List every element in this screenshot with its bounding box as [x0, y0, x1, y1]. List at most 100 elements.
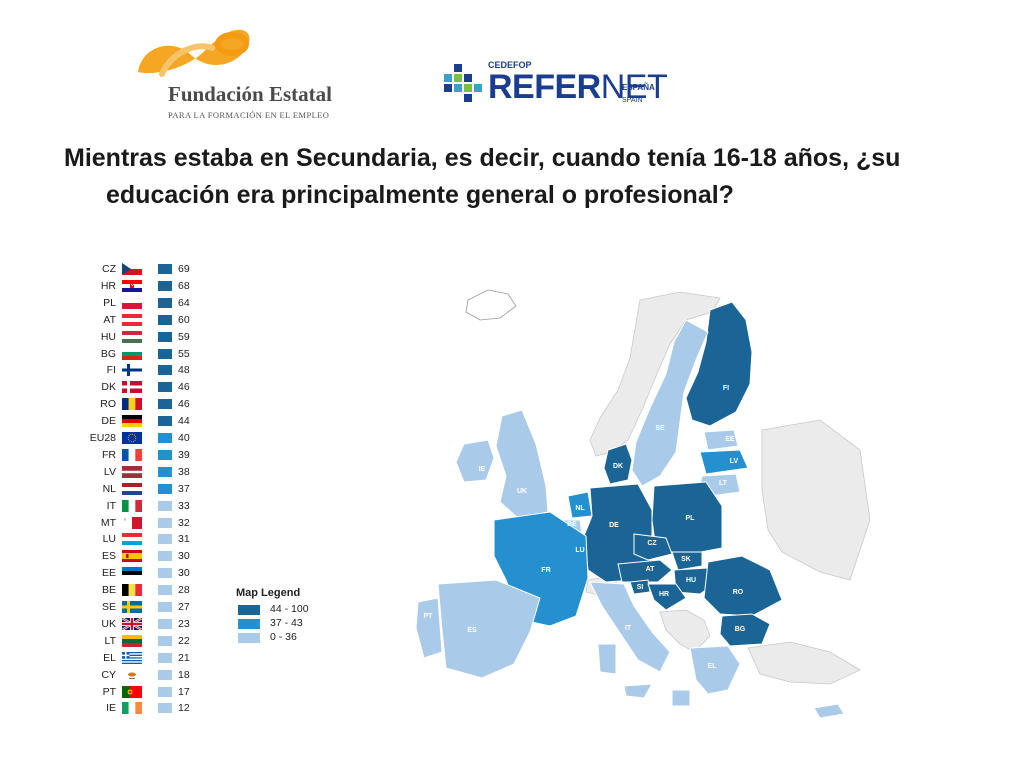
ranking-country-code: NL [102, 482, 116, 495]
ranking-country-code: DE [101, 415, 116, 428]
map-label-pl: PL [686, 515, 696, 522]
map-country-ro [703, 555, 783, 617]
map-label-at: AT [646, 566, 656, 573]
map-label-mt: MT [645, 708, 656, 715]
ranking-color-swatch [158, 297, 172, 308]
map-legend-title: Map Legend [236, 587, 301, 599]
map-label-ro: RO [733, 589, 744, 596]
map-label-ee: EE [725, 436, 735, 443]
ie-flag-icon [122, 702, 142, 715]
map-label-ie: IE [479, 466, 486, 473]
ranking-country-code: HU [100, 330, 116, 343]
dk-flag-icon [122, 381, 142, 394]
ranking-row: HU 59 [86, 330, 206, 347]
ranking-value: 69 [178, 263, 190, 275]
ranking-color-swatch [158, 365, 172, 376]
ranking-value: 55 [178, 347, 190, 360]
ranking-color-swatch [158, 635, 172, 646]
el-flag-icon [122, 651, 142, 664]
map-country-mt [671, 689, 691, 707]
ranking-row: PL 64 [86, 296, 206, 313]
ranking-row: EE 30 [86, 566, 206, 583]
ee-flag-icon [122, 567, 142, 580]
ranking-value: 22 [178, 634, 190, 647]
lu-flag-icon [122, 533, 142, 546]
ranking-country-code: BG [100, 347, 116, 360]
ranking-row: MT 32 [86, 516, 206, 533]
ranking-color-swatch [158, 534, 172, 545]
refernet-name-bold: REFER [488, 68, 601, 106]
ranking-color-swatch [158, 483, 172, 494]
ranking-country-code: SE [101, 601, 116, 613]
ranking-value: 60 [178, 313, 190, 326]
legend-item: 44 - 100 [238, 603, 348, 617]
map-label-it: IT [625, 625, 632, 632]
map-label-sk: SK [681, 556, 691, 563]
at-flag-icon [122, 313, 142, 326]
legend-label: 44 - 100 [270, 603, 309, 615]
ranking-row: IE 12 [86, 701, 206, 718]
map-country-at [617, 559, 673, 583]
de-flag-icon [122, 415, 142, 428]
ranking-color-swatch [158, 618, 172, 629]
ranking-row: EL 21 [86, 651, 206, 668]
ranking-row: IT 33 [86, 499, 206, 516]
ranking-value: 46 [178, 398, 190, 411]
map-region-norway [589, 291, 721, 457]
ranking-color-swatch [158, 602, 172, 612]
ranking-country-code: UK [101, 617, 116, 630]
map-label-lt: LT [719, 480, 728, 487]
map-label-hr: HR [659, 591, 669, 598]
ranking-color-swatch [158, 348, 172, 359]
map-country-fi [685, 301, 753, 427]
map-region-iceland [465, 289, 517, 321]
map-label-lu: LU [575, 547, 584, 554]
refernet-logo: CEDEFOP REFERNET ESPAÑA SPAIN [444, 58, 684, 110]
map-label-cy: CY [837, 714, 847, 721]
it-flag-icon [122, 499, 142, 512]
ranking-value: 68 [178, 279, 190, 292]
bg-flag-icon [122, 347, 142, 360]
map-country-dk [603, 443, 633, 485]
map-country-de [583, 483, 653, 583]
map-region-balkans [659, 609, 711, 653]
map-label-cz: CZ [647, 540, 657, 547]
cz-flag-icon [122, 263, 142, 275]
legend-item: 0 - 36 [238, 631, 348, 645]
hr-flag-icon [122, 279, 142, 292]
ranking-row: DK 46 [86, 380, 206, 397]
refernet-squares-icon [444, 64, 482, 102]
map-country-hr [647, 583, 687, 611]
uk-flag-icon [122, 617, 142, 630]
ranking-country-code: LU [102, 533, 116, 546]
nl-flag-icon [122, 482, 142, 495]
ranking-value: 30 [178, 550, 190, 563]
ranking-value: 23 [178, 617, 190, 630]
ranking-value: 39 [178, 448, 190, 461]
ranking-country-code: EE [101, 567, 116, 580]
ranking-color-swatch [158, 500, 172, 511]
ranking-country-code: PT [102, 685, 116, 698]
ranking-color-swatch [158, 280, 172, 291]
ranking-country-code: CY [101, 668, 116, 681]
ranking-row: DE 44 [86, 414, 206, 431]
fi-flag-icon [122, 364, 142, 377]
ranking-value: 59 [178, 330, 190, 343]
ranking-country-code: MT [100, 516, 116, 529]
legend-label: 37 - 43 [270, 617, 303, 629]
map-label-nl: NL [575, 505, 585, 512]
map-label-hu: HU [686, 577, 696, 584]
ranking-country-code: LV [103, 465, 116, 478]
ranking-row: ES 30 [86, 549, 206, 566]
legend-item: 37 - 43 [238, 617, 348, 631]
map-label-fi: FI [723, 385, 729, 392]
ranking-color-swatch [158, 517, 172, 528]
ranking-country-code: RO [100, 398, 116, 411]
ranking-color-swatch [158, 382, 172, 393]
eu-flag-icon [122, 432, 142, 444]
ranking-country-code: HR [100, 279, 116, 292]
legend-swatch [238, 633, 260, 643]
map-country-es [437, 579, 541, 679]
map-country-lv [699, 449, 749, 475]
ranking-country-code: IT [106, 499, 116, 512]
